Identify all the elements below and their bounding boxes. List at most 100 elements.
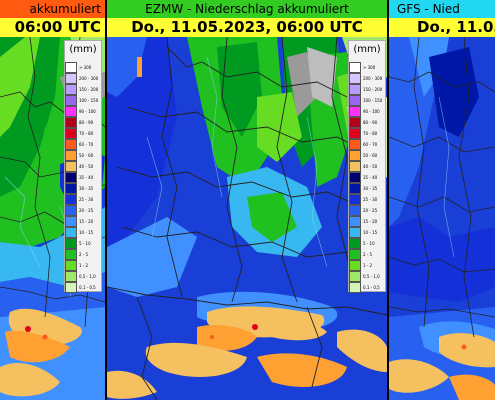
legend-swatch: [65, 249, 77, 260]
legend-item: 2 - 5: [348, 249, 386, 260]
legend-label: 5 - 10: [79, 241, 91, 246]
legend-swatch: [349, 73, 361, 84]
legend-item: > 300: [64, 62, 102, 73]
legend-label: > 300: [79, 65, 92, 70]
legend-swatch: [349, 172, 361, 183]
legend-swatch: [65, 117, 77, 128]
legend-label: 10 - 15: [79, 230, 94, 235]
model-panel-left: akkumuliert 06:00 UTC: [0, 0, 105, 400]
legend-item: 5 - 10: [64, 238, 102, 249]
legend-item: 60 - 70: [348, 139, 386, 150]
legend-item: 100 - 150: [348, 95, 386, 106]
legend-swatch: [349, 260, 361, 271]
legend-item: 60 - 70: [64, 139, 102, 150]
legend-item: 0,1 - 0,5: [348, 282, 386, 293]
panel-date: Do., 11.05: [389, 18, 495, 37]
legend-swatch: [349, 117, 361, 128]
legend-item: 2 - 5: [64, 249, 102, 260]
legend-item: 1 - 2: [348, 260, 386, 271]
legend-swatch: [349, 205, 361, 216]
legend-swatch: [65, 238, 77, 249]
legend-swatch: [349, 62, 361, 73]
legend-item: 35 - 40: [348, 172, 386, 183]
legend-label: 90 - 100: [363, 109, 380, 114]
legend-label: 60 - 70: [363, 142, 378, 147]
legend-label: 1 - 2: [79, 263, 89, 268]
legend-swatch: [65, 216, 77, 227]
legend-swatch: [349, 150, 361, 161]
legend-label: 40 - 50: [79, 164, 94, 169]
legend-label: 35 - 40: [363, 175, 378, 180]
legend-swatch: [65, 128, 77, 139]
legend-swatch: [349, 271, 361, 282]
legend-item: 100 - 150: [64, 95, 102, 106]
legend-label: 2 - 5: [363, 252, 373, 257]
legend-swatch: [349, 106, 361, 117]
legend-swatch: [65, 227, 77, 238]
legend-swatch: [65, 62, 77, 73]
legend-label: 25 - 30: [79, 197, 94, 202]
legend-item: 0,1 - 0,5: [64, 282, 102, 293]
model-panel-ezmw: EZMW - Niederschlag akkumuliert Do., 11.…: [107, 0, 387, 400]
legend-label: 0,5 - 1,0: [79, 274, 96, 279]
legend-item: 50 - 60: [64, 150, 102, 161]
legend-label: 70 - 80: [363, 131, 378, 136]
legend-label: 2 - 5: [79, 252, 89, 257]
legend-label: 0,5 - 1,0: [363, 274, 380, 279]
precipitation-map: [107, 37, 387, 400]
legend-label: 200 - 300: [363, 76, 383, 81]
legend-item: 150 - 200: [348, 84, 386, 95]
legend-label: 15 - 20: [79, 219, 94, 224]
legend-swatch: [349, 95, 361, 106]
legend-swatch: [349, 238, 361, 249]
legend-item: 80 - 90: [64, 117, 102, 128]
legend-label: 80 - 90: [79, 120, 94, 125]
legend-label: 200 - 300: [79, 76, 99, 81]
legend-swatch: [65, 106, 77, 117]
legend-item: 10 - 15: [348, 227, 386, 238]
legend-label: 1 - 2: [363, 263, 373, 268]
panel-title: GFS - Nied: [389, 0, 495, 18]
legend-swatch: [349, 194, 361, 205]
legend-unit: (mm): [353, 44, 381, 55]
legend-swatch: [65, 183, 77, 194]
legend-label: 80 - 90: [363, 120, 378, 125]
panel-header: EZMW - Niederschlag akkumuliert Do., 11.…: [107, 0, 387, 37]
legend-label: > 300: [363, 65, 376, 70]
legend-swatch: [65, 73, 77, 84]
legend-swatch: [349, 249, 361, 260]
legend-swatch: [349, 183, 361, 194]
legend-label: 90 - 100: [79, 109, 96, 114]
legend-item: 1 - 2: [64, 260, 102, 271]
panel-header: akkumuliert 06:00 UTC: [0, 0, 105, 37]
legend-label: 20 - 25: [79, 208, 94, 213]
legend-swatch: [349, 128, 361, 139]
legend-label: 50 - 60: [79, 153, 94, 158]
legend-swatch: [65, 95, 77, 106]
legend-item: 30 - 35: [64, 183, 102, 194]
legend-item: 5 - 10: [348, 238, 386, 249]
legend-label: 25 - 30: [363, 197, 378, 202]
legend-label: 0,1 - 0,5: [363, 285, 380, 290]
legend-item: 35 - 40: [64, 172, 102, 183]
legend-label: 10 - 15: [363, 230, 378, 235]
legend-item: 200 - 300: [64, 73, 102, 84]
legend-label: 0,1 - 0,5: [79, 285, 96, 290]
legend-item: 15 - 20: [348, 216, 386, 227]
panel-title: EZMW - Niederschlag akkumuliert: [107, 0, 387, 18]
panel-title: akkumuliert: [0, 0, 105, 18]
legend-label: 5 - 10: [363, 241, 375, 246]
precipitation-map: [389, 37, 495, 400]
legend-label: 60 - 70: [79, 142, 94, 147]
panel-date: 06:00 UTC: [0, 18, 105, 37]
legend-label: 150 - 200: [363, 87, 383, 92]
legend-item: 30 - 35: [348, 183, 386, 194]
legend-label: 35 - 40: [79, 175, 94, 180]
panel-header: GFS - Nied Do., 11.05: [389, 0, 495, 37]
legend-swatch: [349, 216, 361, 227]
legend-item: 70 - 80: [348, 128, 386, 139]
legend-swatch: [65, 282, 77, 293]
legend-swatch: [349, 227, 361, 238]
legend-label: 100 - 150: [79, 98, 99, 103]
legend-label: 70 - 80: [79, 131, 94, 136]
